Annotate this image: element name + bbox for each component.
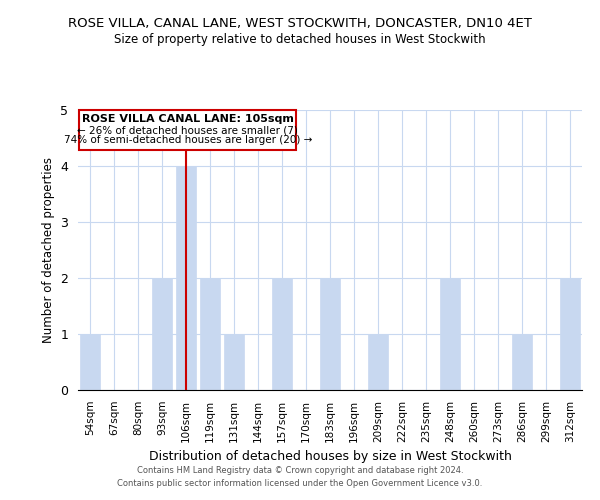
Text: ← 26% of detached houses are smaller (7): ← 26% of detached houses are smaller (7) <box>77 125 298 135</box>
Bar <box>200 278 220 390</box>
Bar <box>176 166 196 390</box>
Bar <box>152 278 172 390</box>
Bar <box>224 334 244 390</box>
Bar <box>440 278 460 390</box>
Text: ROSE VILLA CANAL LANE: 105sqm: ROSE VILLA CANAL LANE: 105sqm <box>82 114 294 124</box>
Text: 74% of semi-detached houses are larger (20) →: 74% of semi-detached houses are larger (… <box>64 134 312 144</box>
Y-axis label: Number of detached properties: Number of detached properties <box>42 157 55 343</box>
Text: Size of property relative to detached houses in West Stockwith: Size of property relative to detached ho… <box>114 32 486 46</box>
Bar <box>368 334 388 390</box>
Bar <box>79 110 296 150</box>
Bar <box>320 278 340 390</box>
Bar <box>272 278 292 390</box>
Text: Contains HM Land Registry data © Crown copyright and database right 2024.
Contai: Contains HM Land Registry data © Crown c… <box>118 466 482 487</box>
X-axis label: Distribution of detached houses by size in West Stockwith: Distribution of detached houses by size … <box>149 450 511 463</box>
Bar <box>80 334 100 390</box>
Bar <box>560 278 580 390</box>
Bar <box>512 334 532 390</box>
Text: ROSE VILLA, CANAL LANE, WEST STOCKWITH, DONCASTER, DN10 4ET: ROSE VILLA, CANAL LANE, WEST STOCKWITH, … <box>68 18 532 30</box>
